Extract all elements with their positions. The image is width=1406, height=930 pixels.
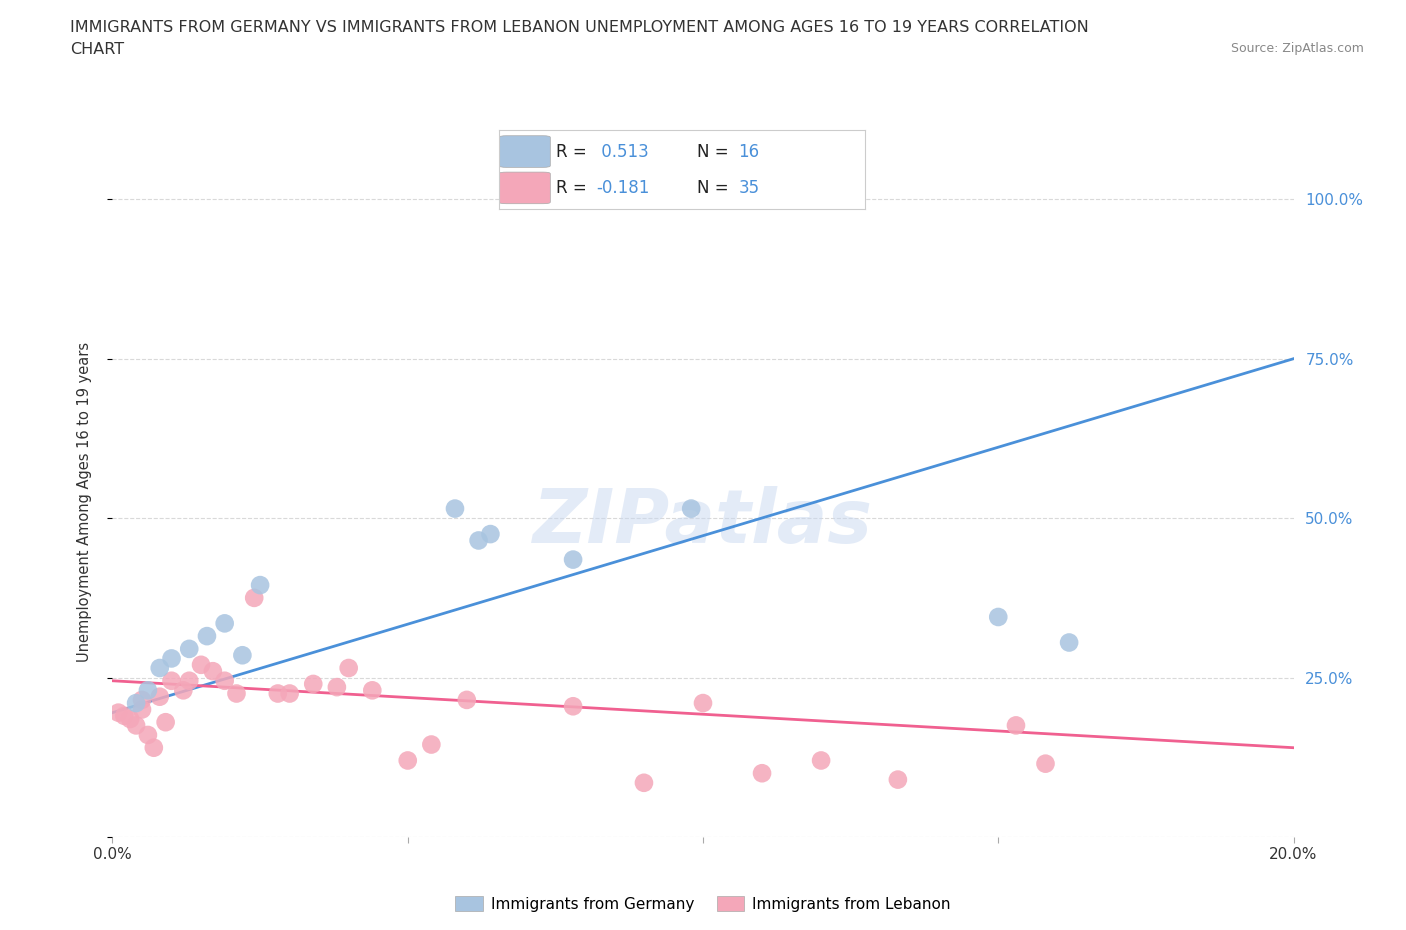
Point: [131, 693, 153, 708]
Point: [149, 689, 172, 704]
FancyBboxPatch shape: [499, 136, 550, 167]
Point: [267, 686, 290, 701]
Point: [681, 501, 703, 516]
Point: [467, 533, 489, 548]
Point: [562, 698, 585, 713]
Point: [149, 660, 172, 675]
Point: [125, 718, 148, 733]
Text: CHART: CHART: [70, 42, 124, 57]
Point: [562, 552, 585, 567]
Point: [887, 772, 910, 787]
Text: ZIPatlas: ZIPatlas: [533, 485, 873, 559]
Point: [1057, 635, 1080, 650]
Point: [112, 709, 135, 724]
Text: R =: R =: [555, 142, 592, 161]
Point: [179, 673, 201, 688]
Text: -0.181: -0.181: [596, 179, 650, 197]
Text: 35: 35: [738, 179, 759, 197]
Text: 16: 16: [738, 142, 759, 161]
Point: [479, 526, 502, 541]
Point: [131, 702, 153, 717]
FancyBboxPatch shape: [499, 172, 550, 204]
Point: [1005, 718, 1028, 733]
Point: [136, 683, 159, 698]
Point: [420, 737, 443, 752]
Point: [125, 696, 148, 711]
Point: [214, 616, 236, 631]
Point: [142, 740, 165, 755]
Point: [172, 683, 194, 698]
Point: [987, 609, 1010, 624]
Point: [302, 676, 325, 691]
Point: [201, 664, 224, 679]
Point: [160, 673, 183, 688]
Point: [225, 686, 247, 701]
Point: [249, 578, 271, 592]
Text: IMMIGRANTS FROM GERMANY VS IMMIGRANTS FROM LEBANON UNEMPLOYMENT AMONG AGES 16 TO: IMMIGRANTS FROM GERMANY VS IMMIGRANTS FR…: [70, 20, 1090, 35]
Point: [155, 715, 177, 730]
Point: [120, 711, 142, 726]
Y-axis label: Unemployment Among Ages 16 to 19 years: Unemployment Among Ages 16 to 19 years: [77, 342, 91, 662]
Point: [190, 658, 212, 672]
Point: [337, 660, 360, 675]
Point: [456, 693, 478, 708]
Point: [810, 753, 832, 768]
Text: N =: N =: [696, 142, 734, 161]
Point: [361, 683, 384, 698]
Point: [326, 680, 349, 695]
Point: [214, 673, 236, 688]
Text: Source: ZipAtlas.com: Source: ZipAtlas.com: [1230, 42, 1364, 55]
Point: [633, 776, 655, 790]
Point: [107, 705, 129, 720]
Text: 0.513: 0.513: [596, 142, 648, 161]
Point: [1035, 756, 1057, 771]
Point: [136, 727, 159, 742]
Point: [396, 753, 419, 768]
Point: [195, 629, 218, 644]
Text: N =: N =: [696, 179, 734, 197]
Point: [243, 591, 266, 605]
Point: [692, 696, 714, 711]
Point: [444, 501, 467, 516]
Point: [231, 648, 253, 663]
Point: [179, 642, 201, 657]
Point: [751, 765, 773, 780]
Point: [160, 651, 183, 666]
Text: R =: R =: [555, 179, 592, 197]
Legend: Immigrants from Germany, Immigrants from Lebanon: Immigrants from Germany, Immigrants from…: [450, 889, 956, 918]
Point: [278, 686, 301, 701]
